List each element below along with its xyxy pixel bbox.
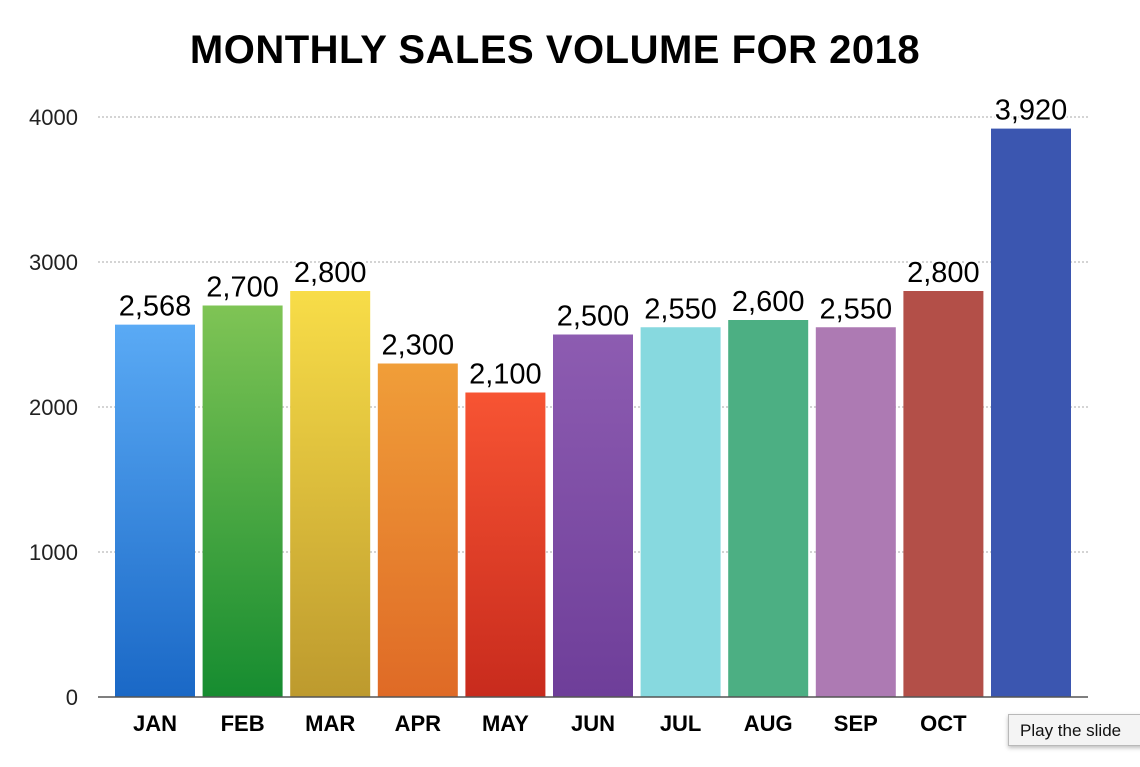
y-axis-ticks: 0 1000 2000 3000 4000 (29, 105, 78, 710)
data-label: 2,300 (382, 330, 455, 362)
bar-apr (377, 363, 458, 697)
bar-jan (115, 324, 195, 697)
play-slide-tooltip: Play the slide (1008, 714, 1140, 746)
bar-sep (815, 327, 896, 697)
bar-may (465, 392, 546, 697)
data-label: 2,100 (469, 359, 542, 391)
y-tick-label: 0 (66, 685, 78, 710)
y-tick-label: 4000 (29, 105, 78, 130)
bar-jun (553, 334, 633, 697)
x-tick-label: MAY (482, 711, 529, 736)
data-label: 2,550 (820, 293, 893, 325)
y-tick-label: 2000 (29, 395, 78, 420)
x-tick-label: OCT (920, 711, 967, 736)
bar-nov (991, 128, 1071, 698)
chart-title: MONTHLY SALES VOLUME FOR 2018 (189, 28, 921, 72)
x-tick-label: JUL (660, 711, 702, 736)
data-label: 2,568 (119, 291, 192, 323)
bar-mar (290, 291, 371, 697)
data-labels: 2,568 2,700 2,800 2,300 2,100 2,500 2,550 2,600… (117, 93, 1070, 393)
data-label: 2,800 (907, 257, 980, 289)
bar-feb (202, 305, 283, 697)
data-label: 2,550 (644, 293, 717, 325)
x-tick-label: MAR (305, 711, 355, 736)
bar-jul (640, 327, 721, 697)
x-tick-label: FEB (221, 711, 265, 736)
x-tick-label: JUN (571, 711, 615, 736)
x-tick-label: SEP (834, 711, 878, 736)
data-label: 2,700 (206, 272, 279, 304)
x-tick-label: JAN (133, 711, 177, 736)
bars (115, 128, 1071, 698)
bar-aug (728, 320, 809, 697)
x-axis-categories: JANFEBMARAPRMAYJUNJULAUGSEPOCTNOV (133, 711, 1055, 736)
data-label: 2,800 (294, 257, 367, 289)
data-label: 3,920 (995, 95, 1068, 127)
bar-oct (903, 291, 984, 697)
data-label: 2,600 (732, 286, 805, 318)
x-tick-label: APR (395, 711, 442, 736)
y-tick-label: 1000 (29, 540, 78, 565)
data-label: 2,500 (557, 301, 630, 333)
x-tick-label: AUG (744, 711, 793, 736)
y-tick-label: 3000 (29, 250, 78, 275)
